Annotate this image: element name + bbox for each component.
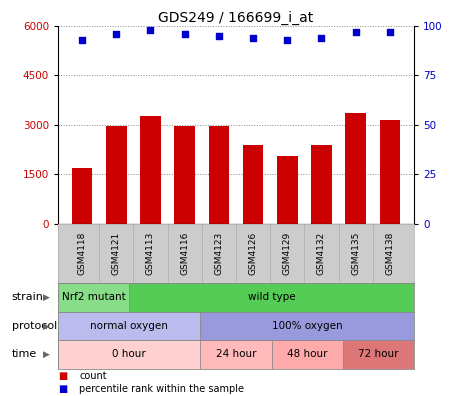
Text: time: time <box>12 349 37 360</box>
Bar <box>311 145 332 224</box>
Text: 0 hour: 0 hour <box>113 349 146 360</box>
Text: GSM4129: GSM4129 <box>283 232 292 275</box>
Text: ▶: ▶ <box>43 322 50 330</box>
Bar <box>106 126 126 224</box>
Text: GSM4113: GSM4113 <box>146 232 155 275</box>
Text: ▶: ▶ <box>43 293 50 302</box>
Point <box>352 29 359 35</box>
Point <box>284 36 291 43</box>
Text: 48 hour: 48 hour <box>287 349 327 360</box>
Bar <box>277 156 298 224</box>
Bar <box>379 120 400 224</box>
Text: 72 hour: 72 hour <box>358 349 399 360</box>
Point <box>386 29 394 35</box>
Bar <box>58 283 129 312</box>
Bar <box>209 126 229 224</box>
Bar <box>345 113 366 224</box>
Text: percentile rank within the sample: percentile rank within the sample <box>79 384 244 394</box>
Bar <box>200 312 414 340</box>
Bar <box>243 145 263 224</box>
Bar <box>272 340 343 369</box>
Point <box>113 30 120 37</box>
Text: normal oxygen: normal oxygen <box>90 321 168 331</box>
Title: GDS249 / 166699_i_at: GDS249 / 166699_i_at <box>159 11 313 25</box>
Point <box>215 32 223 39</box>
Text: ▶: ▶ <box>43 350 50 359</box>
Text: GSM4132: GSM4132 <box>317 232 326 275</box>
Bar <box>58 312 200 340</box>
Text: 100% oxygen: 100% oxygen <box>272 321 342 331</box>
Text: ■: ■ <box>58 371 67 381</box>
Text: GSM4126: GSM4126 <box>249 232 258 275</box>
Text: GSM4118: GSM4118 <box>78 232 86 275</box>
Point <box>249 34 257 41</box>
Text: strain: strain <box>12 292 44 303</box>
Text: GSM4138: GSM4138 <box>385 232 394 275</box>
Bar <box>174 126 195 224</box>
Text: ■: ■ <box>58 384 67 394</box>
Point <box>318 34 325 41</box>
Point <box>181 30 188 37</box>
Bar <box>72 168 93 224</box>
Text: protocol: protocol <box>12 321 57 331</box>
Text: GSM4123: GSM4123 <box>214 232 223 275</box>
Text: Nrf2 mutant: Nrf2 mutant <box>62 292 126 303</box>
Point <box>147 27 154 33</box>
Text: GSM4116: GSM4116 <box>180 232 189 275</box>
Text: GSM4121: GSM4121 <box>112 232 121 275</box>
Bar <box>140 116 161 224</box>
Point <box>78 36 86 43</box>
Bar <box>58 340 200 369</box>
Text: wild type: wild type <box>248 292 295 303</box>
Text: 24 hour: 24 hour <box>216 349 256 360</box>
Bar <box>200 340 272 369</box>
Bar <box>343 340 414 369</box>
Text: count: count <box>79 371 106 381</box>
Text: GSM4135: GSM4135 <box>351 232 360 275</box>
Bar <box>129 283 414 312</box>
